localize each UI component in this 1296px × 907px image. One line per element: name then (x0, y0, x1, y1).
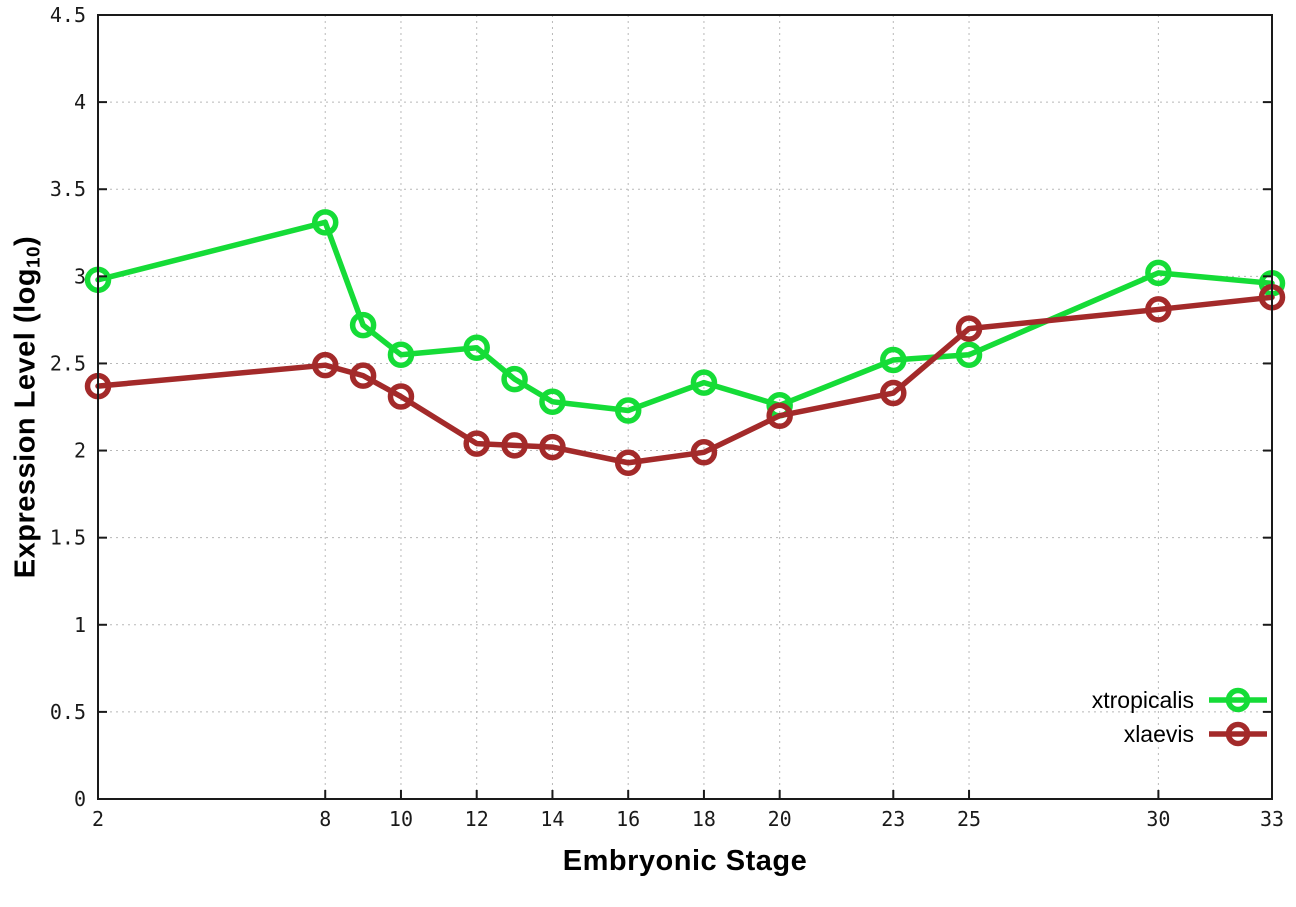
series-line-xlaevis (95, 294, 1275, 466)
x-tick-label: 8 (319, 807, 331, 831)
x-tick-label: 33 (1260, 807, 1284, 831)
data-point-xtropicalis (539, 388, 566, 416)
data-point-xtropicalis (690, 369, 718, 396)
data-point-xlaevis (501, 432, 528, 459)
x-tick-label: 20 (768, 807, 792, 831)
legend-item-xtropicalis: xtropicalis (1092, 684, 1270, 716)
data-series (84, 209, 1286, 477)
data-point-xtropicalis (311, 209, 339, 236)
x-tick-label: 23 (881, 807, 905, 831)
data-point-xlaevis (614, 449, 642, 477)
legend-label-xtropicalis: xtropicalis (1091, 686, 1194, 713)
data-point-xlaevis (766, 402, 793, 429)
data-point-xtropicalis (880, 346, 907, 374)
data-point-xlaevis (349, 362, 377, 389)
legend-label-xlaevis: xlaevis (1123, 720, 1194, 747)
y-tick-label: 3.5 (50, 177, 86, 201)
x-tick-label: 14 (540, 807, 564, 831)
data-point-xlaevis (1145, 296, 1172, 323)
tick-labels: 2 8 10 12 14 16 18 20 23 25 30 33 0 0.5 1 1.5 2 2.5 3 3.5 4 4… (50, 3, 1284, 831)
gridlines (98, 15, 1272, 799)
data-point-xlaevis (387, 383, 415, 410)
y-tick-label: 1.5 (50, 526, 86, 550)
plot-frame (97, 14, 1273, 800)
y-tick-label: 0.5 (50, 700, 86, 724)
x-tick-label: 18 (692, 807, 716, 831)
y-axis-title-close: ) (9, 235, 42, 246)
data-point-xtropicalis (501, 365, 528, 393)
y-tick-label: 1 (74, 613, 86, 637)
x-tick-label: 16 (616, 807, 640, 831)
plot-border (97, 14, 1273, 800)
y-tick-label: 3 (74, 264, 86, 288)
data-point-xtropicalis (614, 397, 642, 424)
x-tick-label: 25 (957, 807, 981, 831)
data-point-xtropicalis (387, 341, 415, 368)
y-axis-title: Expression Level (log10) (10, 236, 45, 578)
y-axis-title-subscript: 10 (22, 245, 44, 268)
legend-item-xlaevis: xlaevis (1124, 718, 1270, 750)
x-axis-title: Embryonic Stage (562, 845, 808, 877)
x-tick-label: 10 (389, 807, 413, 831)
y-tick-label: 2.5 (50, 351, 86, 375)
x-tick-label: 30 (1146, 807, 1170, 831)
legend: xtropicalis xlaevis (1092, 684, 1270, 750)
data-point-xlaevis (463, 430, 490, 457)
y-tick-label: 4.5 (50, 3, 86, 27)
legend-sample-line-icon (1209, 687, 1267, 713)
data-point-xlaevis (311, 351, 339, 379)
data-point-xtropicalis (349, 311, 377, 339)
y-tick-label: 4 (74, 90, 86, 114)
data-point-xtropicalis (955, 341, 983, 368)
legend-sample-line-icon (1209, 721, 1267, 747)
data-point-xtropicalis (463, 334, 490, 362)
x-tick-label: 12 (465, 807, 489, 831)
data-point-xlaevis (880, 379, 907, 407)
data-point-xlaevis (690, 439, 718, 466)
y-tick-label: 2 (74, 439, 86, 463)
data-point-xlaevis (955, 315, 983, 342)
x-tick-label: 2 (92, 807, 104, 831)
y-tick-label: 0 (74, 787, 86, 811)
data-point-xlaevis (539, 433, 566, 461)
y-axis-title-text: Expression Level (log (9, 267, 42, 579)
data-point-xtropicalis (1145, 259, 1172, 287)
